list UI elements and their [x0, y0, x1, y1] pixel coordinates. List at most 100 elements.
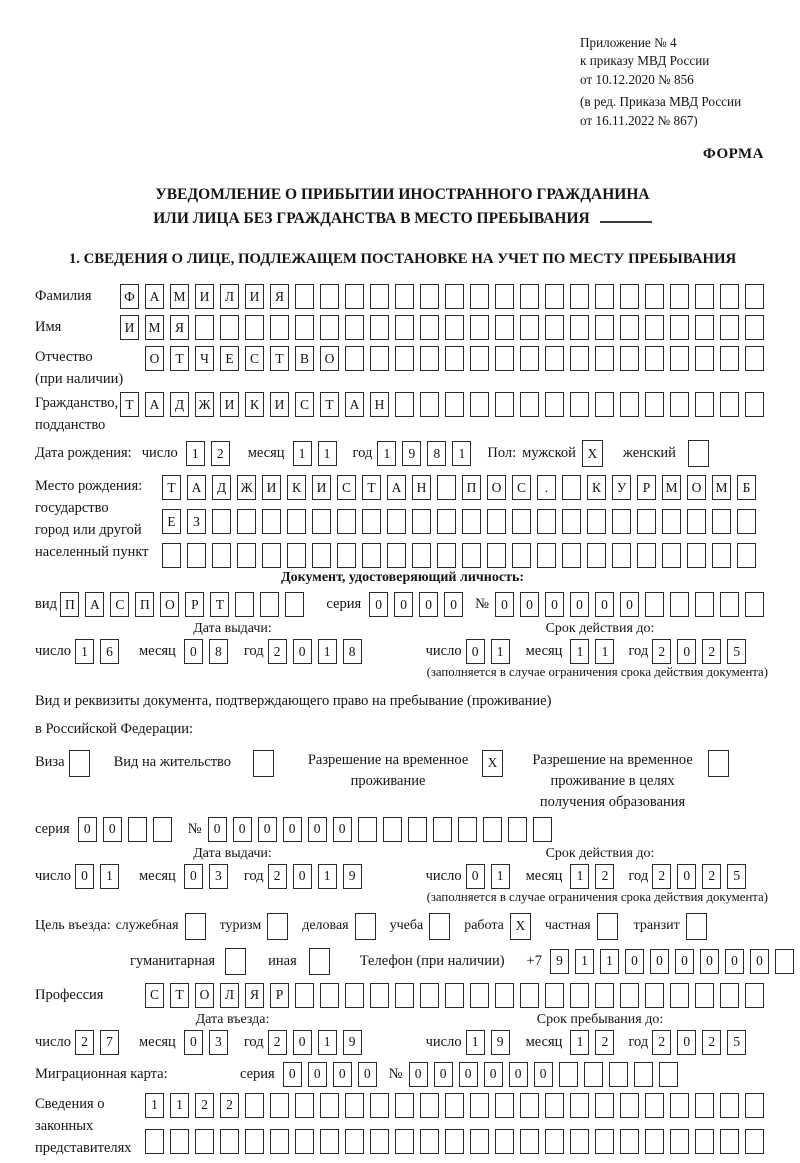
char-box[interactable]: [482, 816, 502, 842]
char-box[interactable]: 0: [649, 948, 669, 974]
char-box[interactable]: [495, 392, 514, 418]
char-box[interactable]: [720, 1092, 739, 1118]
char-box[interactable]: [695, 392, 714, 418]
char-box[interactable]: [745, 1092, 764, 1118]
char-box[interactable]: Т: [362, 475, 381, 501]
char-box[interactable]: Н: [412, 475, 431, 501]
char-box[interactable]: Р: [270, 982, 289, 1008]
char-box[interactable]: [720, 392, 739, 418]
char-box[interactable]: В: [295, 346, 314, 372]
char-box[interactable]: Ч: [195, 346, 214, 372]
char-box[interactable]: [612, 509, 631, 535]
char-box[interactable]: [620, 982, 639, 1008]
char-box[interactable]: [545, 1128, 564, 1154]
char-box[interactable]: Д: [212, 475, 231, 501]
char-box[interactable]: [395, 1092, 414, 1118]
char-box[interactable]: [220, 315, 239, 341]
char-box[interactable]: [270, 1128, 289, 1154]
char-box[interactable]: Б: [737, 475, 756, 501]
char-box[interactable]: 1: [74, 639, 94, 665]
char-box[interactable]: [570, 982, 589, 1008]
char-box[interactable]: [745, 1128, 764, 1154]
char-box[interactable]: [445, 315, 464, 341]
char-box[interactable]: [407, 816, 427, 842]
char-box[interactable]: [520, 982, 539, 1008]
char-box[interactable]: [212, 543, 231, 569]
char-box[interactable]: [495, 284, 514, 310]
char-box[interactable]: 3: [208, 1029, 228, 1055]
char-box[interactable]: [595, 1128, 614, 1154]
char-box[interactable]: 9: [402, 441, 422, 467]
char-box[interactable]: 0: [444, 592, 464, 618]
char-box[interactable]: [412, 509, 431, 535]
char-box[interactable]: С: [245, 346, 264, 372]
char-box[interactable]: [295, 284, 314, 310]
char-box[interactable]: [495, 1128, 514, 1154]
char-box[interactable]: 3: [208, 863, 228, 889]
char-box[interactable]: [637, 543, 656, 569]
char-box[interactable]: 1: [170, 1092, 189, 1118]
char-box[interactable]: 1: [377, 441, 397, 467]
char-box[interactable]: 2: [220, 1092, 239, 1118]
char-box[interactable]: [595, 315, 614, 341]
char-box[interactable]: К: [245, 392, 264, 418]
char-box[interactable]: 0: [282, 1061, 302, 1087]
char-box[interactable]: 0: [677, 1029, 697, 1055]
char-box[interactable]: [462, 543, 481, 569]
char-box[interactable]: [583, 1061, 603, 1087]
char-box[interactable]: [212, 509, 231, 535]
char-box[interactable]: 2: [267, 863, 287, 889]
char-box[interactable]: [345, 1092, 364, 1118]
char-box[interactable]: [687, 543, 706, 569]
char-box[interactable]: [633, 1061, 653, 1087]
char-box[interactable]: [620, 1092, 639, 1118]
char-box[interactable]: Я: [245, 982, 264, 1008]
char-box[interactable]: [595, 1092, 614, 1118]
char-box[interactable]: [470, 1092, 489, 1118]
char-box[interactable]: [345, 346, 364, 372]
char-box[interactable]: [745, 592, 764, 618]
char-box[interactable]: [337, 543, 356, 569]
char-box[interactable]: [670, 346, 689, 372]
char-box[interactable]: 7: [99, 1029, 119, 1055]
char-box[interactable]: [520, 284, 539, 310]
char-box[interactable]: К: [287, 475, 306, 501]
char-box[interactable]: 2: [595, 863, 615, 889]
char-box[interactable]: [470, 346, 489, 372]
char-box[interactable]: 0: [183, 639, 203, 665]
char-box[interactable]: [370, 1128, 389, 1154]
char-box[interactable]: 9: [490, 1029, 510, 1055]
work-checkbox[interactable]: X: [509, 912, 531, 940]
char-box[interactable]: [470, 1128, 489, 1154]
char-box[interactable]: [457, 816, 477, 842]
char-box[interactable]: 1: [185, 441, 205, 467]
char-box[interactable]: [645, 392, 664, 418]
char-box[interactable]: [387, 509, 406, 535]
char-box[interactable]: А: [345, 392, 364, 418]
char-box[interactable]: Т: [270, 346, 289, 372]
char-box[interactable]: К: [587, 475, 606, 501]
char-box[interactable]: [420, 392, 439, 418]
char-box[interactable]: 2: [652, 639, 672, 665]
char-box[interactable]: 0: [595, 592, 614, 618]
char-box[interactable]: [357, 816, 377, 842]
char-box[interactable]: З: [187, 509, 206, 535]
char-box[interactable]: [487, 509, 506, 535]
char-box[interactable]: [420, 284, 439, 310]
char-box[interactable]: [737, 509, 756, 535]
char-box[interactable]: [662, 543, 681, 569]
char-box[interactable]: [695, 284, 714, 310]
char-box[interactable]: [195, 1128, 214, 1154]
char-box[interactable]: [445, 392, 464, 418]
char-box[interactable]: [370, 315, 389, 341]
char-box[interactable]: 0: [458, 1061, 478, 1087]
char-box[interactable]: [662, 509, 681, 535]
char-box[interactable]: [127, 816, 147, 842]
char-box[interactable]: А: [387, 475, 406, 501]
char-box[interactable]: [712, 509, 731, 535]
char-box[interactable]: 0: [207, 816, 227, 842]
char-box[interactable]: [370, 982, 389, 1008]
humanitarian-checkbox[interactable]: [225, 947, 247, 975]
char-box[interactable]: 0: [620, 592, 639, 618]
char-box[interactable]: [152, 816, 172, 842]
